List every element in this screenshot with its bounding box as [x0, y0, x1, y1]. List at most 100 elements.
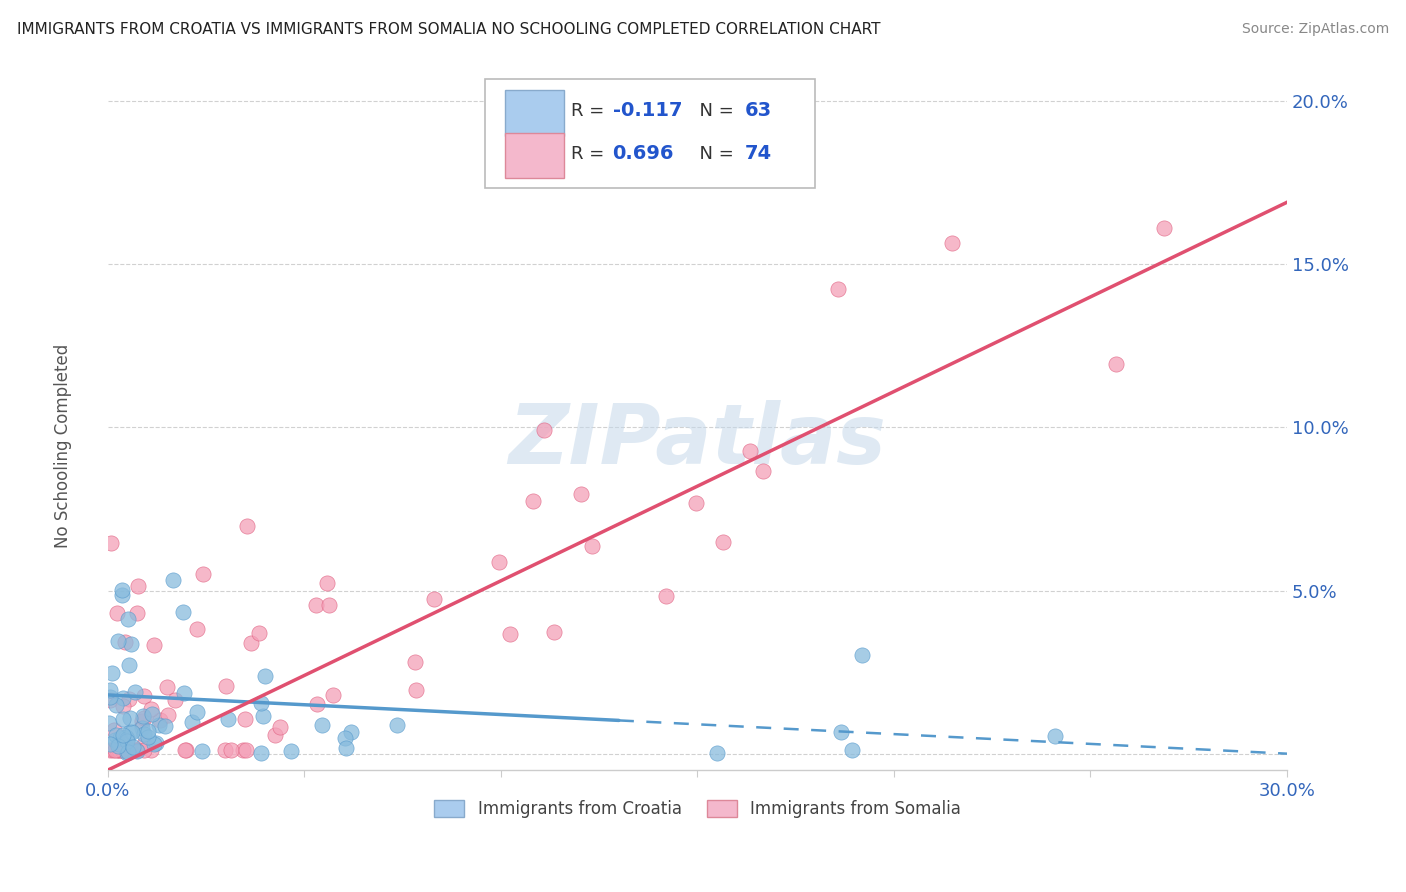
Point — [148, 718, 170, 732]
Point — [118, 725, 141, 739]
Point — [100, 690, 122, 705]
Point — [263, 728, 285, 742]
Point — [132, 727, 155, 741]
Point — [117, 745, 139, 759]
Point — [125, 744, 148, 758]
Point — [132, 709, 155, 723]
Point — [315, 575, 337, 590]
Point — [153, 719, 176, 733]
Point — [145, 736, 167, 750]
Legend: Immigrants from Croatia, Immigrants from Somalia: Immigrants from Croatia, Immigrants from… — [427, 793, 967, 825]
Point — [114, 635, 136, 649]
Point — [232, 743, 254, 757]
Point — [307, 698, 329, 712]
Point — [131, 714, 153, 728]
Point — [115, 730, 138, 744]
Point — [333, 731, 356, 746]
Point — [103, 723, 125, 738]
Point — [98, 737, 121, 751]
Point — [235, 743, 257, 757]
Point — [141, 707, 163, 722]
Point — [107, 743, 129, 757]
Point — [217, 712, 239, 726]
Point — [172, 606, 194, 620]
Text: Source: ZipAtlas.com: Source: ZipAtlas.com — [1241, 22, 1389, 37]
Point — [827, 282, 849, 296]
Point — [752, 464, 775, 478]
Point — [105, 743, 128, 757]
Point — [107, 634, 129, 648]
Point — [98, 692, 121, 706]
Point — [120, 637, 142, 651]
Point — [112, 698, 135, 713]
Point — [107, 739, 129, 753]
Point — [851, 648, 873, 662]
Point — [322, 688, 344, 702]
Point — [706, 746, 728, 760]
Point — [252, 709, 274, 723]
Text: N =: N = — [688, 102, 740, 120]
Point — [581, 540, 603, 554]
Point — [841, 743, 863, 757]
Point — [115, 734, 138, 748]
Point — [121, 724, 143, 739]
Point — [124, 684, 146, 698]
Point — [499, 627, 522, 641]
Point — [98, 683, 121, 698]
Point — [104, 743, 127, 757]
Point — [240, 636, 263, 650]
Point — [711, 534, 734, 549]
Text: No Schooling Completed: No Schooling Completed — [55, 344, 72, 548]
Point — [103, 743, 125, 757]
Point — [1105, 357, 1128, 371]
Point — [543, 625, 565, 640]
Point — [269, 720, 291, 734]
Point — [305, 598, 328, 612]
Point — [104, 698, 127, 712]
Point — [134, 743, 156, 757]
Point — [191, 744, 214, 758]
Point — [132, 737, 155, 751]
Point — [250, 696, 273, 710]
Point — [104, 733, 127, 747]
Point — [941, 235, 963, 250]
Point — [233, 712, 256, 726]
Point — [127, 579, 149, 593]
Point — [569, 487, 592, 501]
Point — [101, 665, 124, 680]
Point — [114, 743, 136, 757]
Point — [318, 599, 340, 613]
Point — [423, 592, 446, 607]
Point — [685, 496, 707, 510]
Point — [118, 658, 141, 673]
Point — [143, 737, 166, 751]
Point — [98, 743, 121, 757]
Point — [1045, 729, 1067, 743]
Point — [127, 607, 149, 621]
Point — [191, 566, 214, 581]
Point — [654, 589, 676, 603]
Point — [117, 612, 139, 626]
Point — [253, 668, 276, 682]
Point — [118, 692, 141, 706]
Text: 74: 74 — [745, 145, 772, 163]
Text: IMMIGRANTS FROM CROATIA VS IMMIGRANTS FROM SOMALIA NO SCHOOLING COMPLETED CORREL: IMMIGRANTS FROM CROATIA VS IMMIGRANTS FR… — [17, 22, 880, 37]
Point — [149, 713, 172, 727]
Point — [280, 744, 302, 758]
Text: N =: N = — [688, 145, 740, 162]
Point — [181, 715, 204, 730]
Point — [111, 588, 134, 602]
FancyBboxPatch shape — [505, 133, 564, 178]
Point — [108, 743, 131, 757]
Point — [117, 731, 139, 746]
Point — [118, 743, 141, 757]
Text: 63: 63 — [745, 102, 772, 120]
Point — [139, 743, 162, 757]
Point — [110, 743, 132, 757]
Point — [125, 743, 148, 757]
Point — [111, 743, 134, 757]
Point — [143, 638, 166, 652]
Point — [165, 693, 187, 707]
Point — [247, 626, 270, 640]
Point — [97, 716, 120, 731]
